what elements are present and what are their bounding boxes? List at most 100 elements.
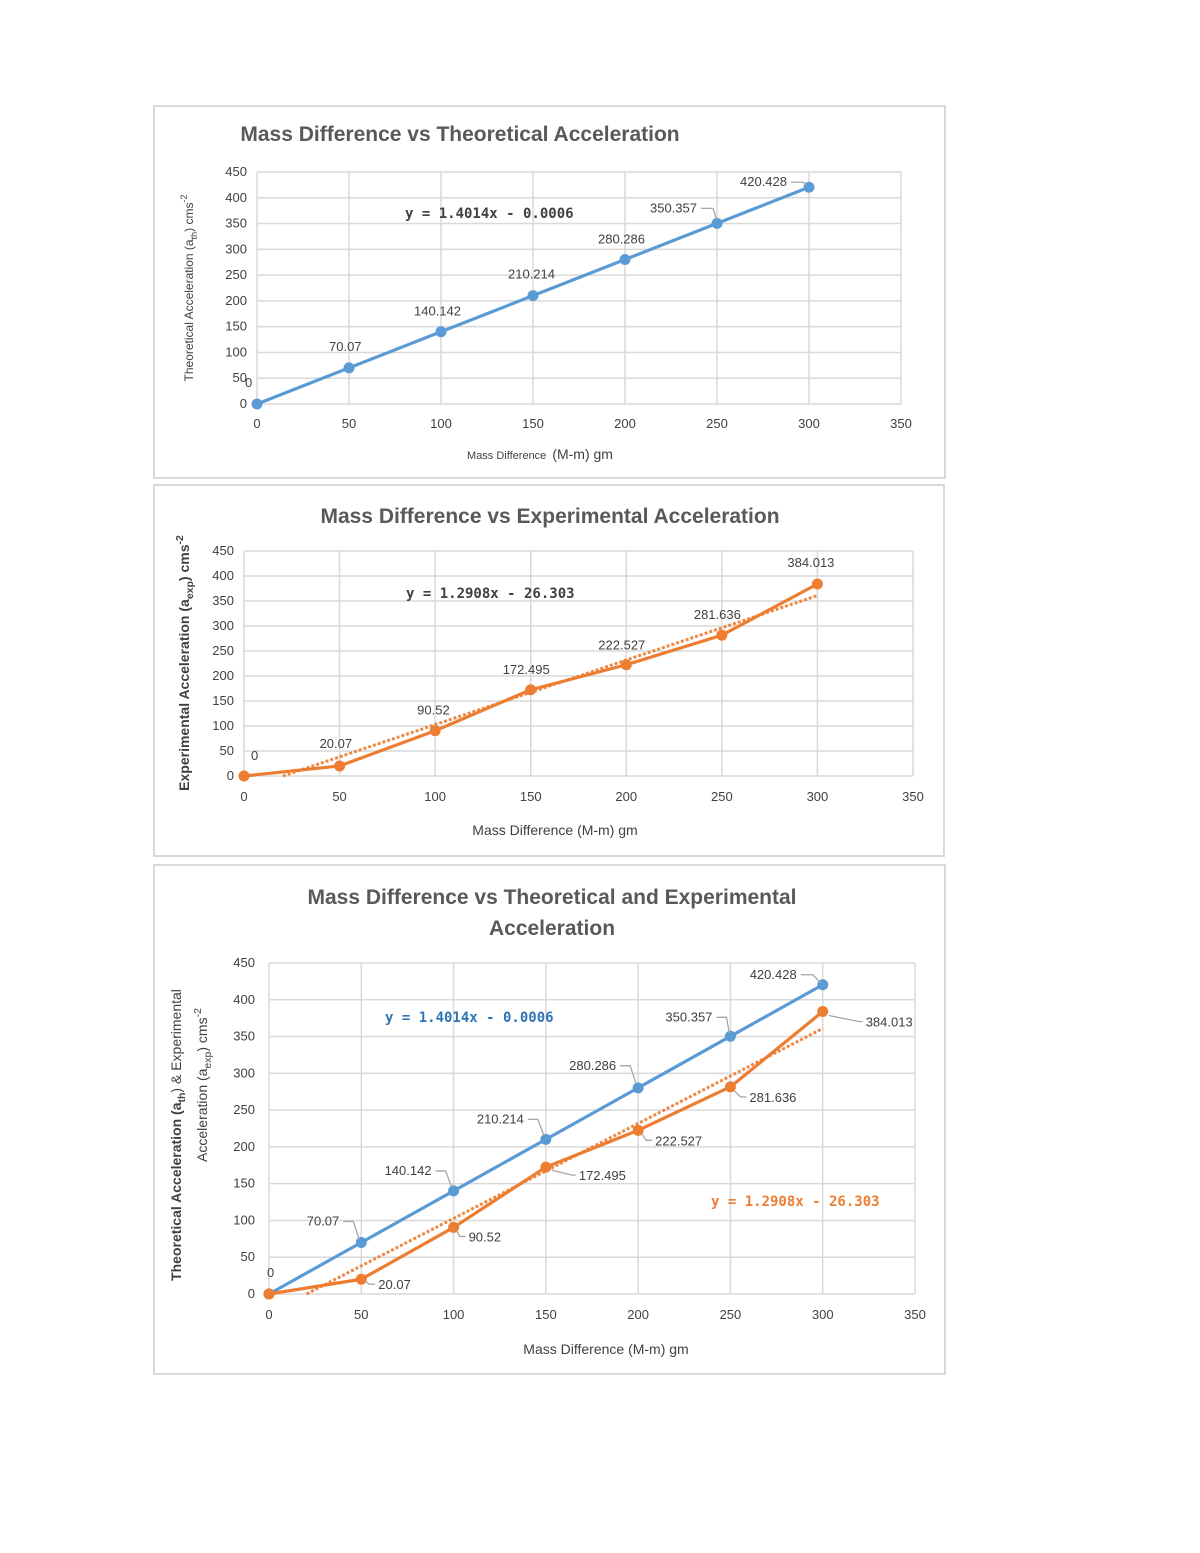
- data-label: 20.07: [320, 736, 353, 751]
- data-label: 210.214: [508, 267, 555, 282]
- y-tick-label: 150: [212, 693, 234, 708]
- data-label: 210.214: [477, 1111, 524, 1126]
- chart-title-line-1: Mass Difference vs Theoretical and Exper…: [307, 886, 796, 909]
- y-tick-label: 200: [225, 293, 247, 308]
- chart-experimental: Mass Difference vs Experimental Accelera…: [153, 484, 945, 857]
- trendline-equation: y = 1.4014x - 0.0006: [405, 206, 574, 222]
- y-tick-label: 250: [225, 267, 247, 282]
- data-label: 280.286: [598, 231, 645, 246]
- chart-combined: Mass Difference vs Theoretical and Exper…: [153, 864, 946, 1375]
- y-tick-label: 400: [212, 568, 234, 583]
- data-label: 140.142: [414, 304, 461, 319]
- data-point: [716, 629, 728, 641]
- label-leader-line: [343, 1220, 360, 1240]
- x-tick-label: 250: [720, 1307, 742, 1322]
- x-tick-label: 50: [332, 789, 346, 804]
- data-point: [632, 1124, 644, 1136]
- y-tick-label: 100: [225, 344, 247, 359]
- data-point: [355, 1236, 367, 1248]
- data-point: [724, 1081, 736, 1093]
- y-tick-label: 150: [233, 1176, 255, 1191]
- y-tick-label: 400: [225, 190, 247, 205]
- x-tick-label: 100: [443, 1307, 465, 1322]
- y-axis-label-line-2: Acceleration (aexp) cms-2: [192, 1008, 214, 1162]
- y-tick-label: 300: [233, 1065, 255, 1080]
- y-tick-label: 0: [240, 396, 247, 411]
- label-leader-line: [733, 1090, 747, 1098]
- trendline-equation: y = 1.2908x - 26.303: [406, 586, 575, 602]
- data-point: [429, 725, 441, 737]
- label-leader-line: [527, 1118, 545, 1136]
- x-tick-label: 250: [706, 416, 728, 431]
- data-label: 281.636: [749, 1090, 796, 1105]
- chart-title: Mass Difference vs Theoretical Accelerat…: [240, 123, 679, 146]
- x-axis-label-unit: (M-m) gm: [552, 446, 613, 462]
- chart-experimental-svg: Mass Difference vs Experimental Accelera…: [174, 505, 924, 838]
- x-tick-label: 150: [520, 789, 542, 804]
- data-point: [540, 1133, 552, 1145]
- y-axis-label: Experimental Acceleration (aexp) cms-2: [174, 535, 196, 791]
- x-tick-label: 350: [890, 416, 912, 431]
- x-tick-label: 0: [265, 1307, 272, 1322]
- y-axis-label: Theoretical Acceleration (ath) cms-2: [179, 195, 199, 382]
- data-label: 140.142: [385, 1163, 432, 1178]
- y-tick-label: 300: [212, 618, 234, 633]
- data-label: 420.428: [750, 967, 797, 982]
- y-tick-label: 300: [225, 241, 247, 256]
- y-tick-label: 250: [212, 643, 234, 658]
- chart-title-line-2: Acceleration: [489, 917, 615, 940]
- data-point: [448, 1185, 460, 1197]
- label-leader-line: [455, 1230, 466, 1238]
- data-label: 90.52: [469, 1229, 502, 1244]
- data-label: 0: [251, 748, 258, 763]
- data-label: 0: [245, 375, 252, 390]
- x-tick-label: 300: [807, 789, 829, 804]
- trendline-equation: y = 1.4014x - 0.0006: [385, 1010, 554, 1026]
- data-label: 70.07: [307, 1213, 340, 1228]
- data-point: [817, 1006, 829, 1018]
- x-tick-label: 0: [240, 789, 247, 804]
- y-tick-label: 50: [220, 743, 234, 758]
- label-leader-line: [701, 207, 718, 221]
- data-point: [355, 1273, 367, 1285]
- chart-theoretical-svg: Mass Difference vs Theoretical Accelerat…: [179, 123, 912, 462]
- data-point: [263, 1288, 275, 1300]
- data-label: 222.527: [655, 1133, 702, 1148]
- x-tick-label: 50: [342, 416, 356, 431]
- x-tick-label: 300: [798, 416, 820, 431]
- data-point: [711, 217, 723, 229]
- y-tick-label: 350: [233, 1029, 255, 1044]
- y-tick-label: 200: [233, 1139, 255, 1154]
- data-point: [620, 659, 632, 671]
- data-label: 222.527: [598, 638, 645, 653]
- y-tick-label: 0: [227, 768, 234, 783]
- data-label: 70.07: [329, 339, 362, 354]
- y-tick-label: 250: [233, 1102, 255, 1117]
- y-tick-label: 400: [233, 992, 255, 1007]
- y-tick-label: 450: [212, 543, 234, 558]
- data-label: 384.013: [866, 1015, 913, 1030]
- x-tick-label: 200: [627, 1307, 649, 1322]
- label-leader-line: [716, 1016, 731, 1034]
- y-tick-label: 100: [233, 1212, 255, 1227]
- x-axis-label: Mass Difference (M-m) gm: [523, 1341, 688, 1357]
- y-tick-label: 450: [225, 164, 247, 179]
- y-tick-label: 0: [248, 1286, 255, 1301]
- x-tick-label: 100: [430, 416, 452, 431]
- data-point: [811, 578, 823, 590]
- x-tick-label: 350: [904, 1307, 926, 1322]
- x-tick-label: 350: [902, 789, 924, 804]
- x-tick-label: 0: [253, 416, 260, 431]
- x-tick-label: 150: [535, 1307, 557, 1322]
- data-point: [619, 253, 631, 265]
- x-tick-label: 300: [812, 1307, 834, 1322]
- label-leader-line: [791, 181, 808, 186]
- y-tick-label: 350: [225, 216, 247, 231]
- data-label: 384.013: [787, 555, 834, 570]
- data-label: 90.52: [417, 703, 450, 718]
- chart-title: Mass Difference vs Experimental Accelera…: [320, 505, 779, 528]
- data-point: [448, 1221, 460, 1233]
- data-label: 20.07: [378, 1277, 411, 1292]
- data-label: 0: [267, 1265, 274, 1280]
- data-label: 350.357: [650, 200, 697, 215]
